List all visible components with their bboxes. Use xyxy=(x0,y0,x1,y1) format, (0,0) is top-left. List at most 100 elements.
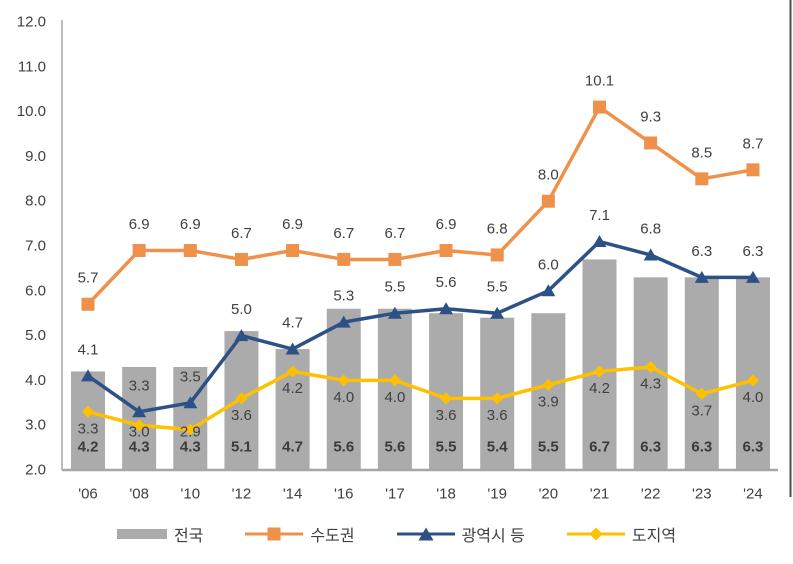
data-label: 3.6 xyxy=(436,407,457,424)
x-tick-label: '18 xyxy=(436,486,456,503)
data-label: 4.3 xyxy=(640,375,661,392)
x-tick-label: '10 xyxy=(181,486,201,503)
data-label: 4.7 xyxy=(282,439,303,456)
data-label: 5.1 xyxy=(231,439,252,456)
square-marker xyxy=(593,100,606,114)
diamond-marker xyxy=(491,392,504,405)
diamond-marker xyxy=(746,374,759,387)
bar-segment xyxy=(377,308,412,470)
data-label: 8.0 xyxy=(538,167,559,184)
data-label: 5.7 xyxy=(78,270,99,287)
series-line xyxy=(86,105,755,306)
diamond-marker xyxy=(184,423,197,436)
data-label: 8.5 xyxy=(691,144,712,161)
x-tick-label: '24 xyxy=(743,486,763,503)
data-label: 6.7 xyxy=(589,439,610,456)
data-label: 6.8 xyxy=(640,220,661,237)
data-label: 6.3 xyxy=(691,439,712,456)
data-label: 3.6 xyxy=(487,407,508,424)
bar-segment xyxy=(531,313,566,470)
data-label: 4.7 xyxy=(282,315,303,332)
square-marker xyxy=(541,194,555,208)
legend-item-gwangyeoksi: 광역시 등 xyxy=(396,522,525,546)
x-tick-label: '17 xyxy=(385,486,405,503)
data-label: 5.5 xyxy=(538,439,559,456)
data-label: 5.3 xyxy=(333,288,354,305)
x-tick-label: '14 xyxy=(283,486,303,503)
triangle-marker xyxy=(490,306,505,319)
diamond-marker xyxy=(388,374,401,387)
legend-item-jeonguk: 전국 xyxy=(116,522,204,546)
triangle-marker xyxy=(643,248,658,261)
legend-swatch-triangle-line-icon xyxy=(396,527,455,541)
data-label: 6.7 xyxy=(384,225,405,242)
data-label: 6.3 xyxy=(640,439,661,456)
data-label: 5.5 xyxy=(384,279,405,296)
diamond-marker xyxy=(82,405,94,418)
data-label: 6.9 xyxy=(129,216,150,233)
diamond-marker xyxy=(235,392,248,405)
legend-swatch-square-line-icon xyxy=(245,527,304,541)
data-label: 3.5 xyxy=(180,368,201,385)
bar-segment xyxy=(122,366,157,470)
data-label: 8.7 xyxy=(743,135,764,152)
data-label: 3.3 xyxy=(78,420,99,437)
diamond-marker xyxy=(286,365,299,378)
data-label: 6.3 xyxy=(743,439,764,456)
square-marker xyxy=(746,163,760,177)
diamond-marker xyxy=(133,419,146,432)
diamond-marker xyxy=(695,387,708,400)
bar-segment xyxy=(684,277,719,470)
data-label: 4.2 xyxy=(78,439,99,456)
square-marker xyxy=(337,252,351,266)
data-label: 4.3 xyxy=(180,439,201,456)
diamond-marker xyxy=(644,360,657,373)
x-tick-label: '19 xyxy=(487,486,507,503)
triangle-marker xyxy=(336,315,351,328)
square-marker xyxy=(439,243,453,257)
y-tick-label: 11.0 xyxy=(18,58,46,75)
square-marker xyxy=(286,243,300,257)
y-tick-label: 5.0 xyxy=(25,327,46,344)
data-label: 5.6 xyxy=(436,274,457,291)
data-label: 3.7 xyxy=(691,402,712,419)
data-label: 3.6 xyxy=(231,407,252,424)
data-label: 3.0 xyxy=(129,424,150,441)
y-tick-label: 4.0 xyxy=(25,372,46,389)
bar-segment xyxy=(429,313,464,470)
data-label: 4.2 xyxy=(589,380,610,397)
triangle-marker xyxy=(81,369,95,382)
x-tick-label: '23 xyxy=(692,486,712,503)
data-label: 6.7 xyxy=(333,225,354,242)
square-marker xyxy=(132,243,146,257)
legend-label-dojiyeok: 도지역 xyxy=(631,528,677,545)
square-marker xyxy=(183,243,197,257)
square-marker xyxy=(81,297,95,311)
legend-swatch-bar-icon xyxy=(116,529,167,539)
y-tick-label: 12.0 xyxy=(17,14,46,31)
square-marker xyxy=(695,172,709,186)
data-label: 6.9 xyxy=(282,216,303,233)
legend-label-sudogwon: 수도권 xyxy=(310,528,355,545)
diamond-marker xyxy=(593,365,606,378)
bar-segment xyxy=(173,366,208,470)
y-tick-label: 7.0 xyxy=(25,238,46,255)
data-label: 4.0 xyxy=(743,389,764,406)
diamond-marker xyxy=(440,392,453,405)
square-marker xyxy=(388,252,402,266)
legend-label-gwangyeoksi: 광역시 등 xyxy=(461,528,525,545)
legend-item-sudogwon: 수도권 xyxy=(245,522,355,546)
legend-label-jeonguk: 전국 xyxy=(173,528,204,545)
data-label: 5.5 xyxy=(436,439,457,456)
triangle-marker xyxy=(132,405,147,418)
data-label: 4.2 xyxy=(282,380,303,397)
diamond-marker xyxy=(542,378,555,391)
square-marker xyxy=(234,252,248,266)
x-tick-label: '16 xyxy=(334,486,354,503)
square-marker xyxy=(490,248,504,262)
data-label: 6.0 xyxy=(538,256,559,273)
data-label: 6.3 xyxy=(743,243,764,260)
y-tick-label: 10.0 xyxy=(17,103,46,120)
